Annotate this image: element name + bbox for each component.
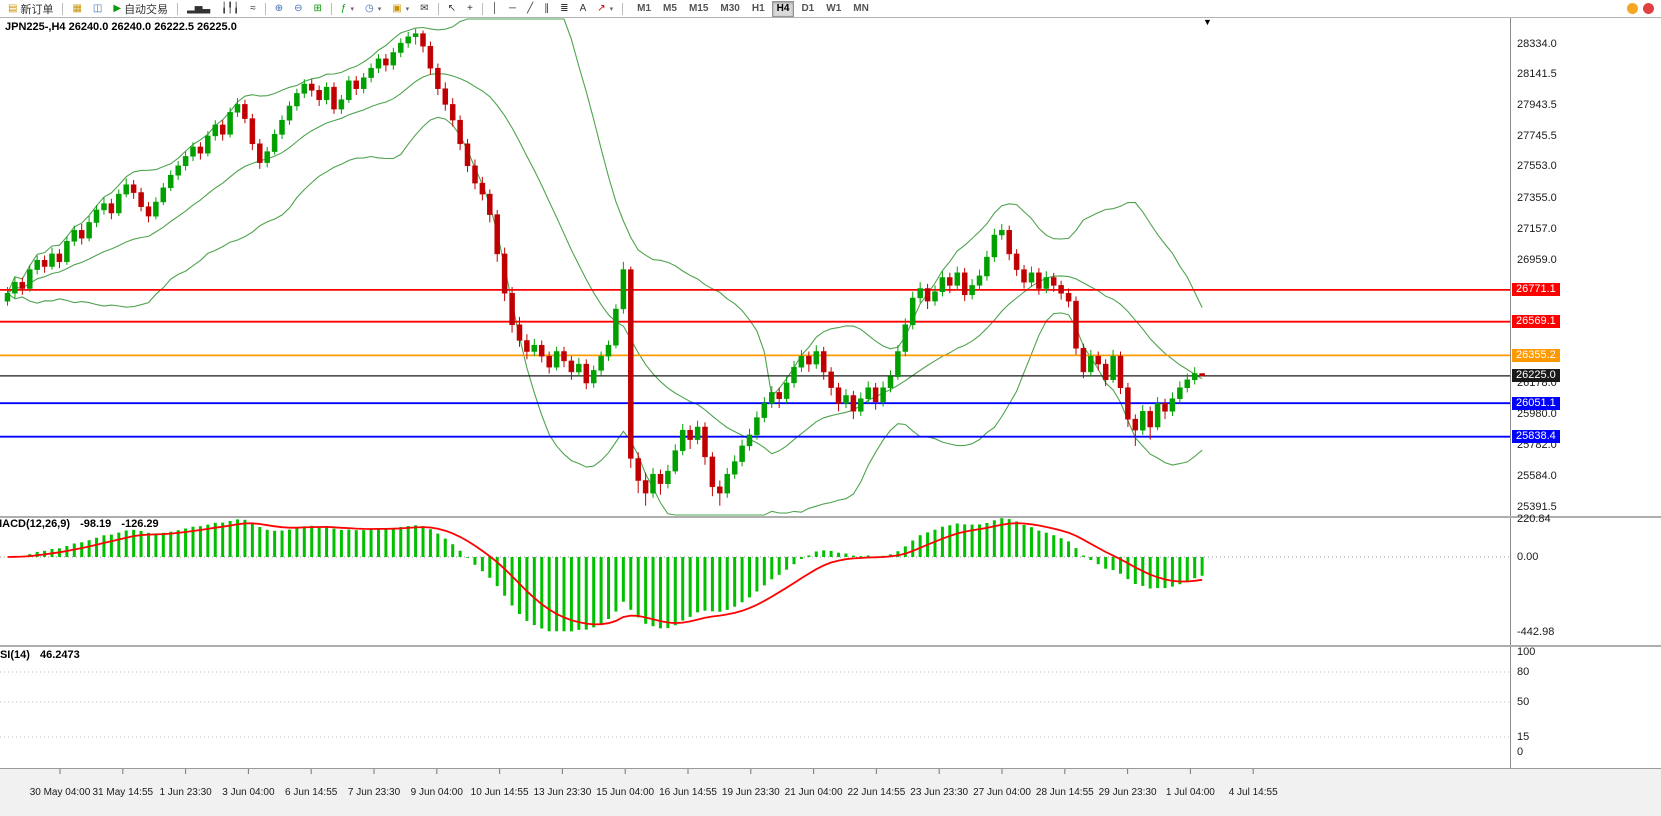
toolbar-separator: [177, 2, 179, 15]
rsi-value: 46.2473: [39, 649, 80, 661]
vertical-line-icon: │: [491, 2, 499, 14]
timeframe-button-m15[interactable]: M15: [688, 2, 709, 14]
timeframe-button-w1[interactable]: W1: [826, 2, 842, 14]
candlestick-chart-icon: ╽╿╽: [221, 2, 240, 14]
autotrading-button[interactable]: ▶ 自动交易: [108, 0, 173, 17]
macd-name: MACD(12,26,9): [0, 518, 71, 530]
autotrading-play-icon: ▶: [113, 2, 122, 14]
timeframe-button-h1[interactable]: H1: [751, 2, 765, 14]
bar-chart-button[interactable]: ▂▅▃: [182, 0, 215, 17]
timeframe-toolbar: M1 M5 M15 M30 H1 H4 D1 W1 MN: [631, 0, 875, 17]
main-toolbar: ▤ 新订单 ▦ ◫ ▶ 自动交易 ▂▅▃ ╽╿╽ ≈ ⊕ ⊖ ⊞ ƒ ▾ ◷ ▾…: [0, 0, 1661, 18]
zoom-out-icon: ⊖: [294, 2, 303, 14]
chevron-down-icon: ▾: [405, 5, 410, 13]
chevron-down-icon: ▾: [350, 5, 354, 13]
line-chart-icon: ≈: [250, 2, 256, 14]
toolbar-separator: [264, 2, 266, 15]
tile-windows-icon: ⊞: [313, 2, 322, 14]
zoom-in-icon: ⊕: [274, 2, 284, 14]
crosshair-icon: +: [466, 2, 473, 14]
bar-chart-icon: ▂▅▃: [187, 2, 211, 14]
new-order-icon: ▤: [8, 2, 18, 14]
timeframe-button-h4[interactable]: H4: [771, 0, 795, 17]
timeframe-button-mn[interactable]: MN: [853, 2, 869, 14]
toolbar-separator: [481, 2, 483, 15]
toolbar-separator: [437, 2, 439, 15]
toolbar-separator: [62, 2, 64, 15]
indicators-icon: ƒ: [340, 2, 347, 14]
market-watch-icon: ▦: [72, 2, 82, 14]
navigator-icon: ◫: [92, 2, 103, 14]
chevron-down-icon: ▾: [609, 5, 614, 13]
panel-separator[interactable]: [0, 516, 1661, 518]
mail-button[interactable]: ✉: [415, 0, 433, 17]
timeframe-button-m30[interactable]: M30: [720, 2, 740, 14]
navigator-button[interactable]: ◫: [88, 0, 107, 17]
vertical-line-tool-button[interactable]: │: [487, 0, 503, 17]
cursor-tool-button[interactable]: ↖: [443, 0, 461, 17]
macd-label: MACD(12,26,9) -98.19 -126.29: [0, 518, 159, 530]
periods-button[interactable]: ◷ ▾: [360, 0, 386, 17]
scroll-to-end-marker[interactable]: ▼: [1203, 17, 1212, 27]
toolbar-separator: [330, 2, 332, 15]
toolbar-separator: [622, 2, 624, 15]
periods-clock-icon: ◷: [364, 2, 374, 14]
fibonacci-icon: ≣: [560, 2, 569, 14]
arrows-tool-icon: ↗: [597, 2, 606, 14]
panel-separator[interactable]: [0, 645, 1661, 647]
market-watch-button[interactable]: ▦: [67, 0, 86, 17]
trendline-icon: ╱: [527, 2, 534, 14]
arrows-tool-button[interactable]: ↗ ▾: [592, 0, 618, 17]
timeframe-button-m1[interactable]: M1: [637, 2, 652, 14]
zoom-in-button[interactable]: ⊕: [270, 0, 288, 17]
text-tool-icon: A: [579, 2, 587, 14]
indicators-button[interactable]: ƒ ▾: [336, 0, 359, 17]
crosshair-tool-button[interactable]: +: [462, 0, 478, 17]
trendline-tool-button[interactable]: ╱: [522, 0, 538, 17]
new-order-button[interactable]: ▤ 新订单: [3, 0, 58, 17]
cursor-icon: ↖: [447, 2, 456, 14]
chevron-down-icon: ▾: [377, 5, 382, 13]
time-axis[interactable]: [0, 768, 1661, 816]
toolbar-right-icons: [1627, 3, 1658, 14]
tile-windows-button[interactable]: ⊞: [308, 0, 326, 17]
macd-value-main: -98.19: [80, 518, 112, 530]
fibonacci-tool-button[interactable]: ≣: [555, 0, 573, 17]
rsi-name: RSI(14): [0, 649, 30, 661]
channel-icon: ∥: [544, 2, 550, 14]
chart-title: JPN225-,H4 26240.0 26240.0 26222.5 26225…: [5, 21, 237, 33]
timeframe-button-m5[interactable]: M5: [663, 2, 677, 14]
community-icon[interactable]: [1627, 3, 1638, 14]
timeframe-button-d1[interactable]: D1: [801, 2, 815, 14]
alerts-icon[interactable]: [1643, 3, 1654, 14]
line-chart-button[interactable]: ≈: [245, 0, 261, 17]
channel-tool-button[interactable]: ∥: [539, 0, 554, 17]
templates-icon: ▣: [392, 2, 402, 14]
horizontal-line-tool-button[interactable]: ─: [504, 0, 521, 17]
templates-button[interactable]: ▣ ▾: [387, 0, 414, 17]
text-tool-button[interactable]: A: [575, 0, 592, 17]
new-order-label: 新订单: [20, 3, 54, 16]
candlestick-chart-button[interactable]: ╽╿╽: [216, 0, 244, 17]
rsi-label: RSI(14) 46.2473: [0, 649, 80, 661]
autotrading-label: 自动交易: [124, 3, 169, 16]
zoom-out-button[interactable]: ⊖: [289, 0, 307, 17]
mail-icon: ✉: [420, 2, 429, 14]
macd-value-signal: -126.29: [121, 518, 159, 530]
horizontal-line-icon: ─: [509, 2, 517, 14]
